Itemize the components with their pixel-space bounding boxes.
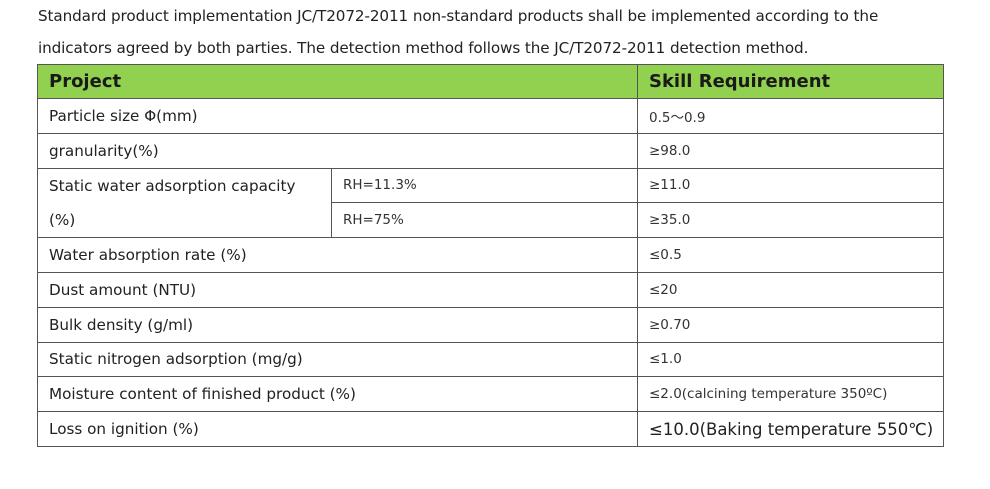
header-project: Project [37,64,638,99]
row-project-cell: Bulk density (g/ml) [37,306,638,343]
row-requirement-cell: ≤2.0(calcining temperature 350ºC) [637,376,944,413]
table-row: Particle size Φ(mm) 0.5～0.9 [37,98,944,134]
table-row: Bulk density (g/ml) ≥0.70 [37,306,944,343]
row-project-cell: Particle size Φ(mm) [37,98,638,134]
table-header-row: Project Skill Requirement [37,64,944,99]
row-project-cell: Static water adsorption capacity (%) [37,167,332,239]
row-project-cell: Moisture content of finished product (%) [37,376,638,413]
row-requirement-cell: ≤0.5 [637,237,944,273]
row-project-cell: Dust amount (NTU) [37,271,638,308]
intro-paragraph: Standard product implementation JC/T2072… [38,0,948,64]
row-requirement-cell: 0.5～0.9 [637,98,944,134]
row-requirement-cell: ≥35.0 [637,202,944,239]
table-row: granularity(%) ≥98.0 [37,132,944,169]
intro-line-2: indicators agreed by both parties. The d… [38,39,809,57]
row-project-cell: granularity(%) [37,132,638,169]
table-row: Dust amount (NTU) ≤20 [37,271,944,308]
row-requirement-cell: ≤1.0 [637,341,944,378]
row-condition-cell: RH=11.3% [331,167,638,204]
row-requirement-cell: ≤10.0(Baking temperature 550℃) [637,411,944,447]
row-project-cell: Static nitrogen adsorption (mg/g) [37,341,638,378]
table-row: Water absorption rate (%) ≤0.5 [37,237,944,273]
table-row: Moisture content of finished product (%)… [37,376,944,413]
table-row: RH=75% ≥35.0 [38,202,944,239]
row-requirement-cell: ≥98.0 [637,132,944,169]
header-skill-requirement: Skill Requirement [637,64,944,99]
row-requirement-cell: ≤20 [637,271,944,308]
row-condition-cell: RH=75% [331,202,638,239]
table-row: Loss on ignition (%) ≤10.0(Baking temper… [37,411,944,447]
row-project-cell: Loss on ignition (%) [37,411,638,447]
row-requirement-cell: ≥0.70 [637,306,944,343]
intro-line-1: Standard product implementation JC/T2072… [38,7,879,25]
table-row: Static water adsorption capacity (%) RH=… [37,167,944,239]
row-project-cell: Water absorption rate (%) [37,237,638,273]
spec-table: Project Skill Requirement Particle size … [37,64,944,447]
table-row: Static nitrogen adsorption (mg/g) ≤1.0 [37,341,944,378]
row-requirement-cell: ≥11.0 [637,167,944,204]
